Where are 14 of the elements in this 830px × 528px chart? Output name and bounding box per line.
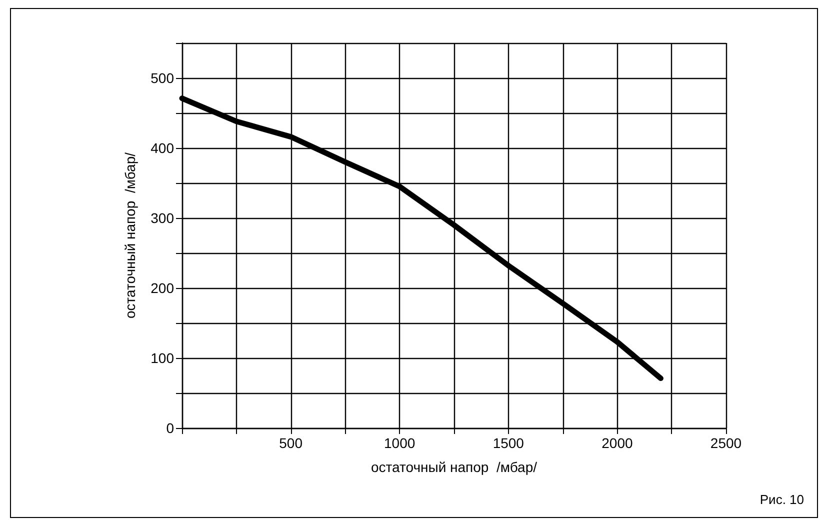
y-tick-label: 200: [150, 280, 174, 296]
x-tick-label: 2000: [602, 435, 633, 451]
x-tick-label: 500: [279, 435, 303, 451]
x-axis-title: остаточный напор /мбар/: [370, 459, 538, 475]
text: Рис. 10: [760, 492, 804, 507]
y-axis-title: остаточный напор /мбар/: [122, 152, 138, 319]
y-tick-label: 0: [166, 420, 174, 436]
x-tick-label: 2500: [710, 435, 742, 451]
y-tick-label: 500: [150, 70, 174, 86]
y-tick-label: 300: [150, 210, 174, 226]
y-tick-label: 400: [150, 140, 174, 156]
x-tick-label: 1500: [492, 435, 524, 451]
x-tick-label: 1000: [384, 435, 416, 451]
y-tick-label: 100: [150, 350, 174, 366]
